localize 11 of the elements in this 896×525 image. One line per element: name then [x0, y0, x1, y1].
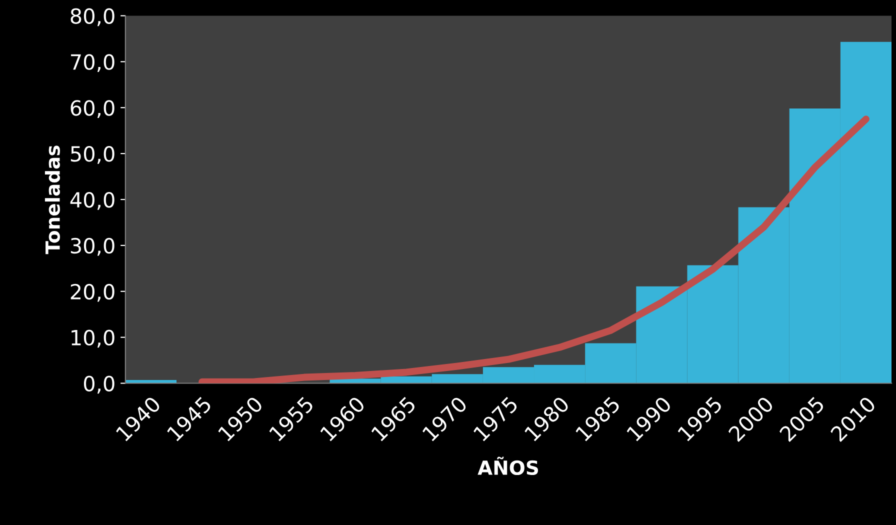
y-tick-label: 20,0: [70, 284, 114, 302]
y-tick-label: 80,0: [70, 8, 114, 26]
y-tick-label: 10,0: [72, 330, 114, 348]
y-axis-title: Toneladas: [44, 146, 60, 254]
y-tick-label: 60,0: [70, 100, 114, 118]
x-axis-title: AÑOS: [478, 456, 538, 476]
y-tick-label: 30,0: [70, 238, 114, 256]
y-tick-label: 70,0: [71, 54, 114, 72]
y-tick-label: 0,0: [84, 376, 114, 394]
y-tick-label: 50,0: [70, 146, 114, 164]
y-tick-label: 40,0: [70, 192, 114, 210]
